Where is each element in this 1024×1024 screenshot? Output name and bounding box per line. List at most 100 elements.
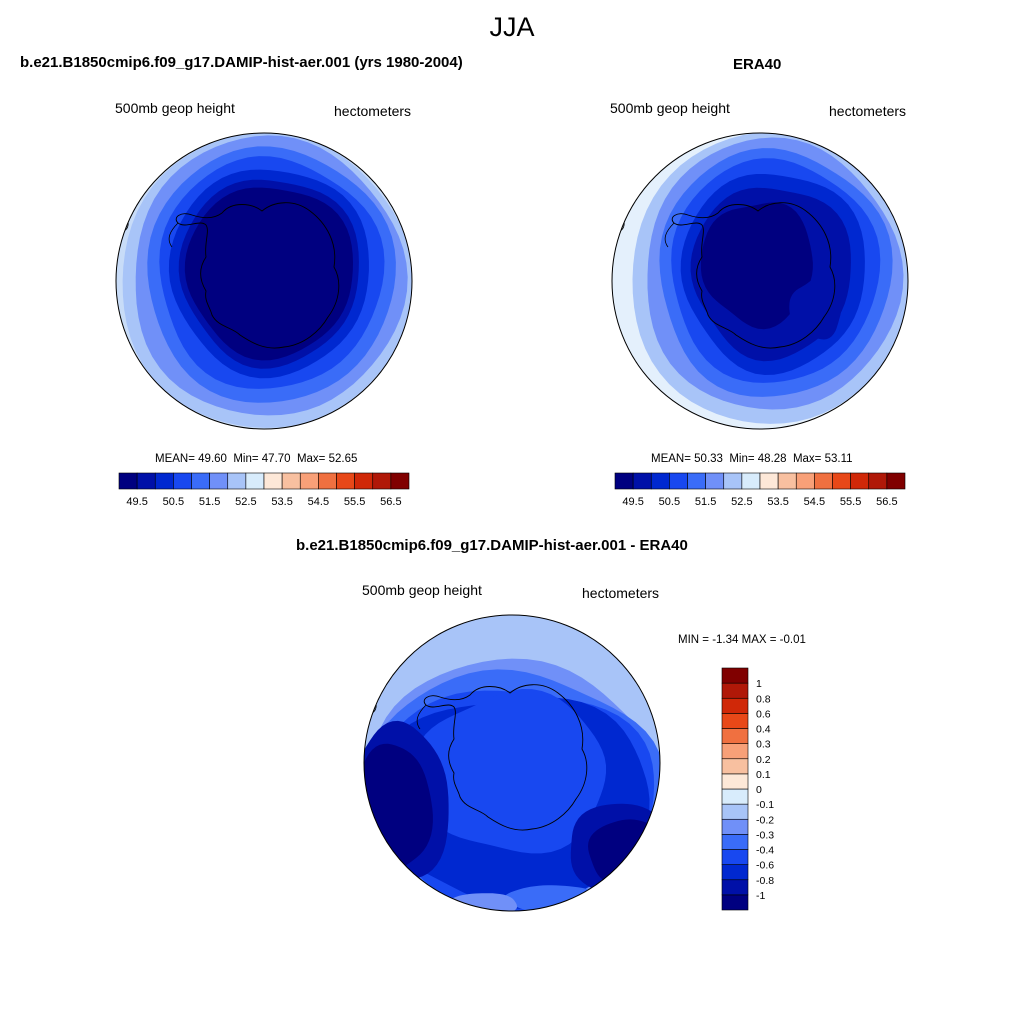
colorbar-swatch	[723, 472, 743, 490]
colorbar-swatch	[721, 879, 749, 896]
colorbar-swatch	[173, 472, 192, 490]
colorbar-swatch	[886, 472, 906, 490]
colorbar-swatch	[721, 818, 749, 835]
colorbar-swatch	[614, 472, 634, 490]
contour-band	[184, 187, 353, 361]
colorbar-tick-label: -0.8	[756, 875, 774, 887]
colorbar-swatch	[650, 472, 670, 490]
colorbar-swatch	[281, 472, 301, 490]
right-min-label: Min=	[729, 453, 755, 465]
colorbar-swatch	[263, 472, 283, 490]
right-colorbar: 49.5 50.5 51.5 52.5 53.5 54.5 55.5 56.5	[614, 472, 906, 508]
left-polar-map	[115, 132, 413, 430]
colorbar-swatch	[721, 864, 749, 881]
colorbar-tick-label: 0.3	[756, 739, 771, 751]
colorbar-tick-label: 55.5	[344, 496, 365, 508]
diff-min-value: -1.34	[712, 634, 739, 646]
contour-band	[413, 689, 606, 854]
colorbar-tick-label: 55.5	[840, 496, 861, 508]
right-variable-label: 500mb geop height	[610, 100, 730, 116]
colorbar-tick-label: -0.1	[756, 799, 774, 811]
diff-min-label: MIN =	[678, 634, 709, 646]
colorbar-swatch	[318, 472, 337, 490]
colorbar-swatch	[154, 472, 174, 490]
colorbar-swatch	[336, 472, 355, 490]
colorbar-swatch	[721, 849, 749, 865]
colorbar-swatch	[759, 472, 779, 490]
colorbar-swatch	[721, 697, 749, 714]
right-polar-map	[611, 132, 909, 430]
right-max-value: 53.11	[824, 453, 853, 465]
left-mean-label: MEAN=	[155, 453, 195, 465]
colorbar-tick-label: 49.5	[622, 496, 643, 508]
map-boundary	[115, 132, 413, 430]
colorbar-tick-label: -0.3	[756, 829, 774, 841]
diff-panel-title: b.e21.B1850cmip6.f09_g17.DAMIP-hist-aer.…	[296, 537, 688, 554]
colorbar-swatch	[354, 472, 374, 490]
colorbar-swatch	[721, 758, 749, 775]
colorbar-swatch	[390, 472, 410, 490]
colorbar-tick-label: 54.5	[308, 496, 329, 508]
right-min-value: 48.28	[757, 453, 787, 465]
colorbar-tick-label: 0	[756, 784, 762, 796]
left-mean-value: 49.60	[198, 453, 227, 465]
colorbar-swatch	[721, 773, 749, 790]
colorbar-swatch	[850, 472, 870, 490]
colorbar-swatch	[191, 472, 210, 490]
colorbar-tick-label: -1	[756, 890, 765, 902]
colorbar-swatch	[227, 472, 247, 490]
colorbar-tick-label: 50.5	[659, 496, 680, 508]
colorbar-tick-label: -0.4	[756, 845, 774, 857]
colorbar-swatch	[868, 472, 888, 490]
colorbar-tick-label: -0.6	[756, 860, 774, 872]
left-max-value: 52.65	[328, 453, 358, 465]
map-boundary	[363, 614, 661, 912]
map-boundary	[611, 132, 909, 430]
colorbar-tick-label: 53.5	[271, 496, 292, 508]
colorbar-swatch	[299, 472, 319, 490]
colorbar-swatch	[705, 472, 725, 490]
colorbar-tick-label: 0.6	[756, 708, 771, 720]
colorbar-swatch	[721, 728, 749, 744]
left-min-value: 47.70	[261, 453, 291, 465]
right-units-label: hectometers	[829, 103, 907, 119]
colorbar-tick-label: -0.2	[756, 814, 774, 826]
colorbar-swatch	[669, 472, 688, 490]
right-max-label: Max=	[792, 453, 822, 465]
left-units-label: hectometers	[334, 103, 412, 119]
diff-stats: MIN = -1.34 MAX = -0.01	[678, 634, 806, 646]
colorbar-tick-label: 0.8	[756, 693, 771, 705]
left-panel-title: b.e21.B1850cmip6.f09_g17.DAMIP-hist-aer.…	[20, 54, 463, 71]
colorbar-tick-label: 54.5	[804, 496, 825, 508]
colorbar-swatch	[721, 713, 749, 729]
antarctica-coastline	[423, 684, 588, 831]
contour-band	[700, 202, 813, 330]
right-stats: MEAN= 50.33 Min= 48.28 Max= 53.11	[651, 453, 853, 465]
right-mean-label: MEAN=	[651, 453, 691, 465]
colorbar-swatch	[741, 472, 761, 490]
colorbar-swatch	[721, 788, 749, 805]
colorbar-tick-label: 51.5	[199, 496, 220, 508]
right-panel-title: ERA40	[733, 56, 782, 73]
colorbar-tick-label: 56.5	[380, 496, 401, 508]
colorbar-tick-label: 1	[756, 678, 762, 690]
colorbar-swatch	[777, 472, 797, 490]
colorbar-swatch	[721, 894, 749, 911]
diff-colorbar: -1 -0.8 -0.6 -0.4 -0.3 -0.2 -0.1 0 0.1 0.2 0.3 0.4 0…	[721, 667, 774, 911]
diff-max-label: MAX =	[741, 634, 777, 646]
colorbar-swatch	[372, 472, 392, 490]
antarctica-coastline	[671, 202, 836, 349]
colorbar-tick-label: 52.5	[235, 496, 256, 508]
colorbar-swatch	[721, 743, 749, 760]
colorbar-tick-label: 49.5	[126, 496, 147, 508]
colorbar-swatch	[814, 472, 833, 490]
colorbar-swatch	[721, 834, 749, 850]
colorbar-tick-label: 0.2	[756, 754, 771, 766]
colorbar-swatch	[721, 682, 749, 699]
colorbar-swatch	[721, 667, 749, 684]
colorbar-tick-label: 50.5	[163, 496, 184, 508]
colorbar-swatch	[245, 472, 265, 490]
diff-max-value: -0.01	[779, 634, 806, 646]
antarctica-coastline	[175, 202, 340, 349]
left-max-label: Max=	[296, 453, 326, 465]
